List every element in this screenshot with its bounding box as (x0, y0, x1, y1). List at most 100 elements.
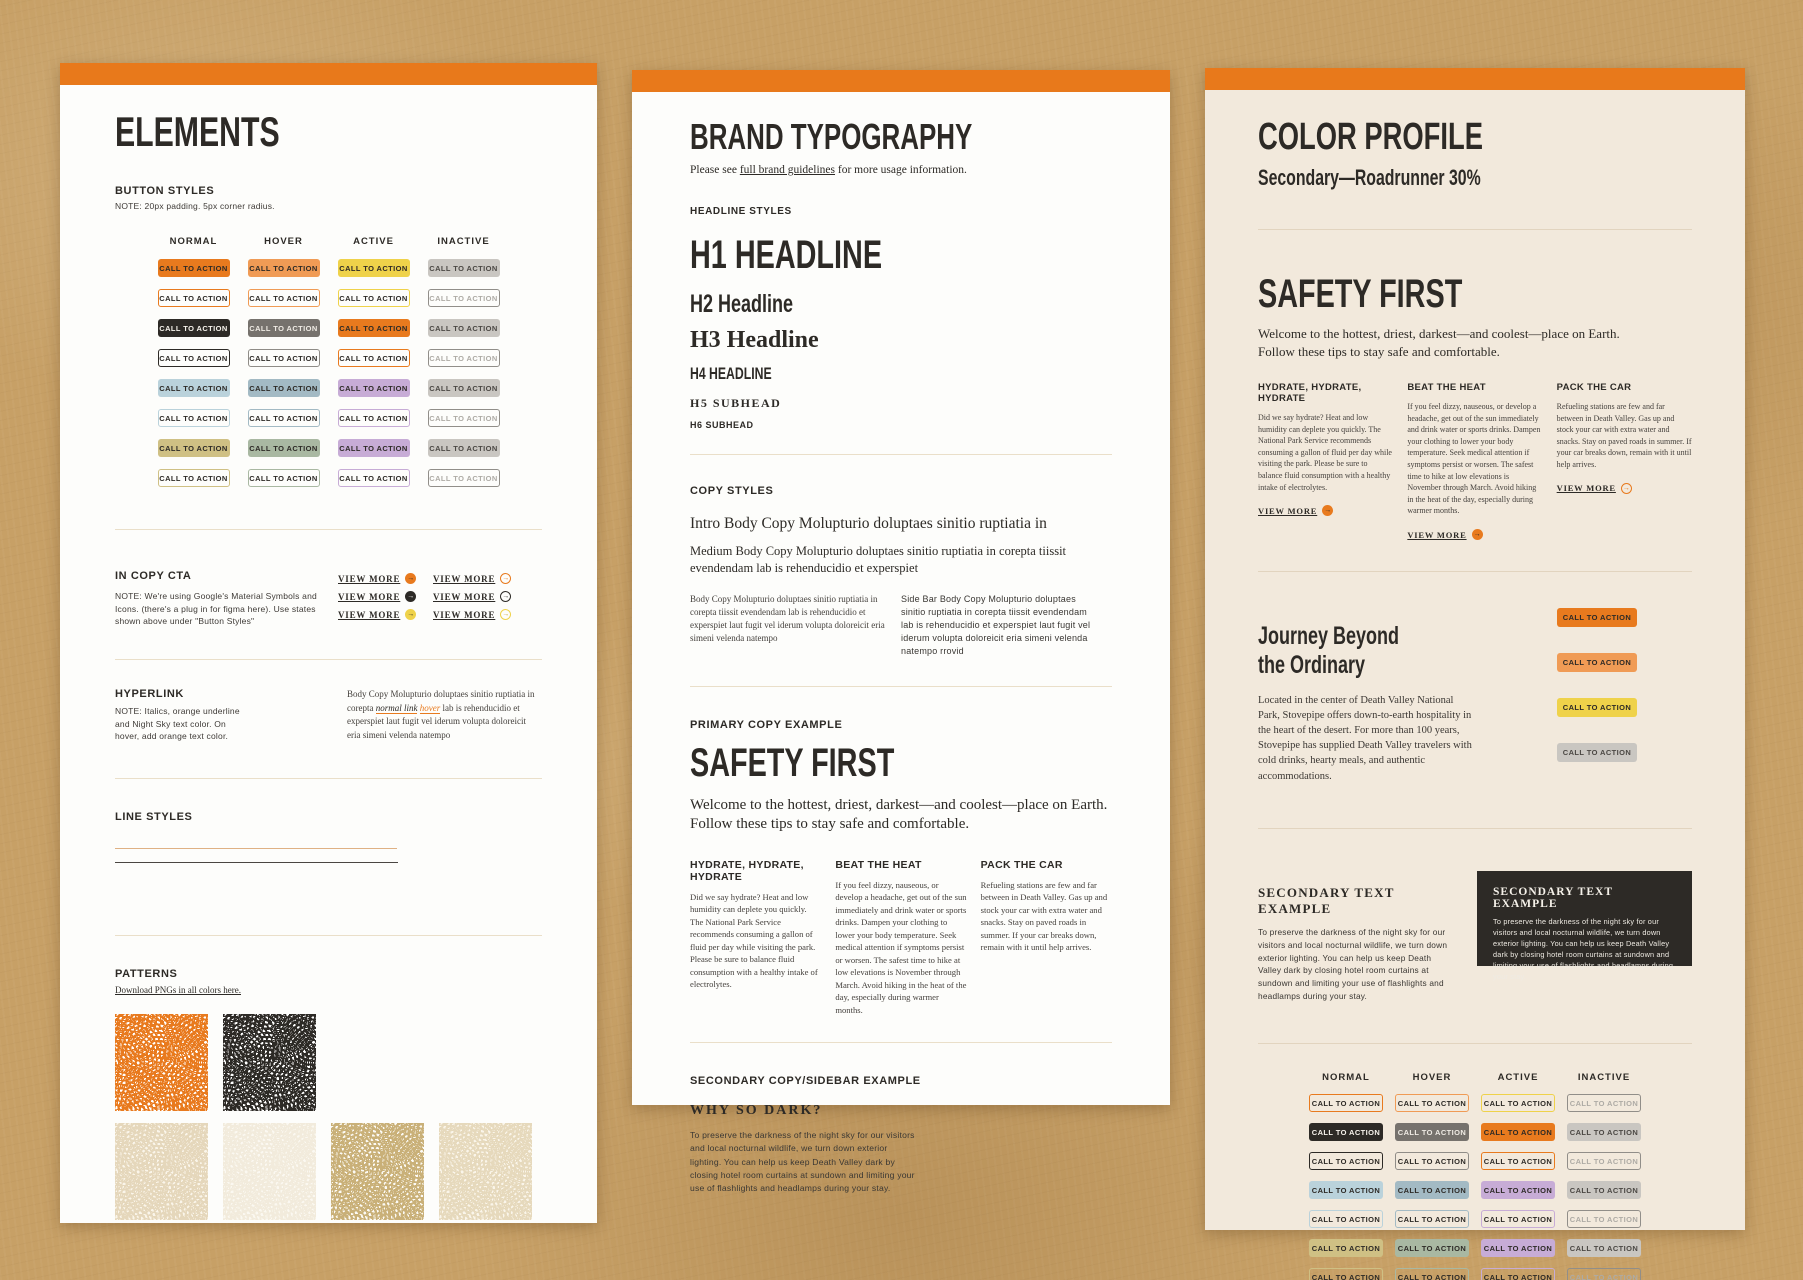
cta-button-fill-sage[interactable]: CALL TO ACTION (247, 439, 320, 458)
sidebar-example-title: WHY SO DARK? (690, 1102, 823, 1118)
cta-button-line-dim[interactable]: CALL TO ACTION (427, 409, 500, 428)
brand-guidelines-link[interactable]: full brand guidelines (739, 164, 836, 176)
cta-button-line-orange[interactable]: CALL TO ACTION (157, 289, 230, 308)
cta-button-line-dim[interactable]: CALL TO ACTION (1567, 1094, 1641, 1112)
divider (115, 778, 542, 780)
typography-board: BRAND TYPOGRAPHY Please see full brand g… (632, 70, 1170, 1193)
view-more-link-line-dark[interactable]: VIEW MORE → (433, 588, 528, 605)
hyperlink-note: NOTE: Italics, orange underline and Nigh… (115, 706, 240, 741)
cta-button-fill-dark[interactable]: CALL TO ACTION (157, 319, 230, 338)
cta-button-line-orange[interactable]: CALL TO ACTION (1481, 1152, 1555, 1170)
cta-button-line-purple[interactable]: CALL TO ACTION (337, 409, 410, 428)
cta-button-fill-purple[interactable]: CALL TO ACTION (1481, 1239, 1555, 1257)
pattern-swatch-cream (115, 1123, 208, 1221)
cta-button-line-orangeLight[interactable]: CALL TO ACTION (247, 289, 320, 308)
arrow-circle-icon: → (500, 591, 512, 603)
board-subtitle: Please see full brand guidelines for mor… (690, 164, 1112, 176)
cta-button-fill-orange[interactable]: CALL TO ACTION (1481, 1123, 1555, 1141)
cta-button-fill-purple[interactable]: CALL TO ACTION (337, 439, 410, 458)
cta-button-fill-gray[interactable]: CALL TO ACTION (1567, 1239, 1641, 1257)
cta-button-fill-yellow[interactable]: CALL TO ACTION (1557, 697, 1637, 717)
divider (115, 529, 542, 531)
cta-button-fill-orange[interactable]: CALL TO ACTION (337, 319, 410, 338)
cta-button-fill-sage[interactable]: CALL TO ACTION (1395, 1239, 1469, 1257)
divider (690, 1041, 1112, 1043)
cta-button-line-orange[interactable]: CALL TO ACTION (337, 349, 410, 368)
view-more-link-fill-orange[interactable]: VIEW MORE → (338, 570, 433, 587)
view-more-link[interactable]: VIEW MORE → (1258, 505, 1334, 517)
divider (115, 659, 542, 661)
cta-button-line-purple[interactable]: CALL TO ACTION (1481, 1268, 1555, 1280)
cta-button-line-blue[interactable]: CALL TO ACTION (1309, 1210, 1383, 1228)
cta-button-line-midgray[interactable]: CALL TO ACTION (247, 349, 320, 368)
cta-button-fill-dark[interactable]: CALL TO ACTION (1309, 1123, 1383, 1141)
secondary-text-examples: SECONDARY TEXT EXAMPLE To preserve the d… (1258, 870, 1692, 1003)
arrow-circle-icon: → (500, 609, 512, 621)
subtitle-suffix: for more usage information. (835, 164, 967, 176)
arrow-circle-icon: → (405, 609, 417, 621)
divider (690, 454, 1112, 455)
view-more-link-fill-yellow[interactable]: VIEW MORE → (338, 606, 433, 623)
cta-button-fill-purple[interactable]: CALL TO ACTION (337, 379, 410, 398)
cta-button-line-purple[interactable]: CALL TO ACTION (337, 469, 410, 488)
cta-button-line-sage[interactable]: CALL TO ACTION (1395, 1268, 1469, 1280)
cta-button-fill-orange[interactable]: CALL TO ACTION (1557, 607, 1637, 627)
hover-link-sample[interactable]: hover (419, 702, 441, 714)
cta-button-line-blue[interactable]: CALL TO ACTION (157, 409, 230, 428)
h5-sample: H5 SUBHEAD (690, 396, 782, 410)
cta-button-line-dim[interactable]: CALL TO ACTION (1567, 1210, 1641, 1228)
cta-button-line-sage[interactable]: CALL TO ACTION (247, 469, 320, 488)
view-more-link[interactable]: VIEW MORE → (1557, 482, 1632, 494)
cta-button-line-dark[interactable]: CALL TO ACTION (1309, 1152, 1383, 1170)
cta-button-fill-khaki[interactable]: CALL TO ACTION (157, 439, 230, 458)
cta-button-line-orange[interactable]: CALL TO ACTION (1309, 1094, 1383, 1112)
cta-button-line-orangeLight[interactable]: CALL TO ACTION (1395, 1094, 1469, 1112)
cta-button-line-bluegray[interactable]: CALL TO ACTION (247, 409, 320, 428)
cta-button-fill-blue[interactable]: CALL TO ACTION (1309, 1181, 1383, 1199)
cta-button-fill-orangeLight[interactable]: CALL TO ACTION (1557, 652, 1637, 672)
cta-button-fill-gray[interactable]: CALL TO ACTION (427, 379, 500, 398)
cta-button-line-dim[interactable]: CALL TO ACTION (427, 289, 500, 308)
copy-styles-label: COPY STYLES (690, 485, 774, 497)
cta-button-line-khaki[interactable]: CALL TO ACTION (1309, 1268, 1383, 1280)
view-more-label: VIEW MORE (338, 573, 401, 584)
cta-button-fill-gray[interactable]: CALL TO ACTION (427, 319, 500, 338)
cta-button-fill-midgray[interactable]: CALL TO ACTION (1395, 1123, 1469, 1141)
cta-button-fill-blue[interactable]: CALL TO ACTION (157, 379, 230, 398)
cta-button-line-yellow[interactable]: CALL TO ACTION (1481, 1094, 1555, 1112)
in-copy-cta-note: NOTE: We're using Google's Material Symb… (115, 591, 317, 626)
arrow-circle-icon: → (405, 591, 417, 603)
cta-button-fill-gray[interactable]: CALL TO ACTION (1567, 1181, 1641, 1199)
view-more-link-line-yellow[interactable]: VIEW MORE → (433, 606, 528, 623)
view-more-link[interactable]: VIEW MORE → (1407, 529, 1483, 541)
cta-button-fill-orange[interactable]: CALL TO ACTION (157, 259, 230, 278)
cta-button-line-midgray[interactable]: CALL TO ACTION (1395, 1152, 1469, 1170)
cta-button-line-dim[interactable]: CALL TO ACTION (1567, 1152, 1641, 1170)
hyperlink-text: HYPERLINK NOTE: Italics, orange underlin… (115, 688, 315, 742)
view-more-link-line-orange[interactable]: VIEW MORE → (433, 570, 528, 587)
cta-button-line-dim[interactable]: CALL TO ACTION (427, 469, 500, 488)
cta-button-line-bluegray[interactable]: CALL TO ACTION (1395, 1210, 1469, 1228)
cta-button-line-yellow[interactable]: CALL TO ACTION (337, 289, 410, 308)
cta-button-line-dim[interactable]: CALL TO ACTION (1567, 1268, 1641, 1280)
sidebar-example-body: To preserve the darkness of the night sk… (690, 1129, 915, 1194)
cta-button-fill-purple[interactable]: CALL TO ACTION (1481, 1181, 1555, 1199)
cta-button-fill-gray[interactable]: CALL TO ACTION (1557, 742, 1637, 762)
cta-button-fill-bluegray[interactable]: CALL TO ACTION (1395, 1181, 1469, 1199)
cta-button-fill-gray[interactable]: CALL TO ACTION (427, 439, 500, 458)
cta-button-fill-orangeLight[interactable]: CALL TO ACTION (247, 259, 320, 278)
in-copy-cta-label: IN COPY CTA (115, 570, 192, 583)
cta-button-fill-yellow[interactable]: CALL TO ACTION (337, 259, 410, 278)
normal-link-sample[interactable]: normal link (375, 702, 418, 714)
cta-button-line-dark[interactable]: CALL TO ACTION (157, 349, 230, 368)
download-patterns-link[interactable]: Download PNGs in all colors here. (115, 985, 241, 996)
cta-button-fill-gray[interactable]: CALL TO ACTION (427, 259, 500, 278)
cta-button-fill-gray[interactable]: CALL TO ACTION (1567, 1123, 1641, 1141)
view-more-link-fill-dark[interactable]: VIEW MORE → (338, 588, 433, 605)
cta-button-line-purple[interactable]: CALL TO ACTION (1481, 1210, 1555, 1228)
cta-button-fill-khaki[interactable]: CALL TO ACTION (1309, 1239, 1383, 1257)
cta-button-fill-bluegray[interactable]: CALL TO ACTION (247, 379, 320, 398)
cta-button-line-khaki[interactable]: CALL TO ACTION (157, 469, 230, 488)
cta-button-fill-midgray[interactable]: CALL TO ACTION (247, 319, 320, 338)
cta-button-line-dim[interactable]: CALL TO ACTION (427, 349, 500, 368)
